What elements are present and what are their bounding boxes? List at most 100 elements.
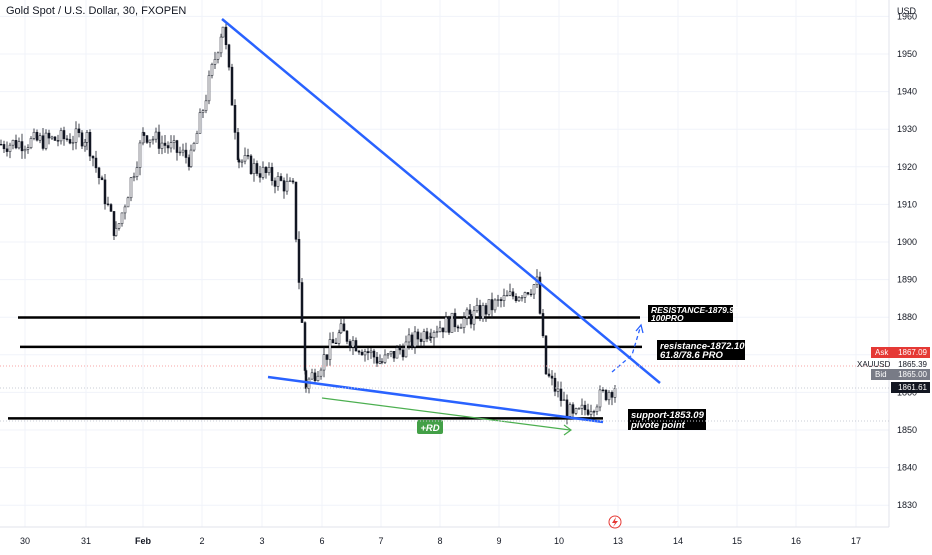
candle-body [481, 305, 485, 319]
candle-body [304, 370, 308, 389]
candle-body [243, 155, 247, 162]
candle-body [413, 331, 417, 347]
candle-body [23, 149, 27, 152]
candle-body [240, 160, 244, 163]
candle-body [5, 148, 9, 152]
candle-body [444, 317, 448, 333]
x-tick-label: 2 [199, 536, 204, 546]
candle-body [429, 336, 433, 339]
candle-body [493, 299, 497, 311]
candle-body [339, 323, 343, 334]
candle-body [505, 294, 509, 297]
x-tick-label: 9 [496, 536, 501, 546]
y-tick-label: 1840 [897, 463, 917, 473]
candle-body [462, 317, 466, 328]
candle-body [538, 276, 542, 314]
candle-body [456, 326, 460, 329]
y-tick-label: 1910 [897, 199, 917, 209]
candle-body [233, 105, 237, 133]
candle-body [523, 292, 527, 298]
candle-body [386, 353, 390, 356]
resistance-1-sublabel: 100PRO [651, 313, 684, 323]
candle-body [375, 356, 379, 364]
candle-body [62, 130, 66, 140]
candle-body [422, 331, 426, 342]
candle-body [47, 132, 51, 139]
symbol-label: XAUUSD [857, 360, 891, 369]
annotation-resistance-2[interactable]: resistance-1872.10 61.8/78.6 PRO [657, 340, 745, 361]
candle-body [216, 52, 220, 60]
candle-body [53, 136, 57, 141]
candle-body [613, 388, 617, 398]
candle-body [328, 339, 332, 360]
candle-body [85, 132, 89, 143]
price-tags[interactable]: Ask 1867.09 XAUUSD 1865.39 Bid 1865.00 1… [0, 347, 930, 422]
candle-body [363, 351, 367, 356]
rd-badge[interactable]: +RD [417, 420, 443, 434]
candle-body [297, 239, 301, 283]
candle-body [148, 139, 152, 143]
candle-body [198, 112, 202, 134]
x-tick-label: 7 [378, 536, 383, 546]
candle-body [432, 332, 436, 339]
y-tick-label: 1890 [897, 275, 917, 285]
candle-body [398, 347, 402, 351]
annotation-resistance-1[interactable]: RESISTANCE-1879.93 100PRO [648, 305, 739, 323]
candle-body [178, 151, 182, 154]
bid-label: Bid [875, 370, 887, 379]
candle-body [210, 63, 214, 76]
ask-value: 1867.09 [898, 348, 927, 357]
candle-body [372, 350, 376, 358]
candle-body [221, 26, 225, 38]
ask-label: Ask [875, 348, 889, 357]
candle-body [598, 389, 602, 408]
flash-icon[interactable] [608, 515, 622, 529]
candle-body [20, 141, 24, 152]
candle-body [294, 181, 298, 240]
candle-body [38, 135, 42, 141]
x-tick-label: 31 [81, 536, 91, 546]
candle-body [589, 411, 593, 415]
price-axis[interactable]: USD [888, 0, 917, 527]
candle-body [577, 408, 581, 410]
candle-body [313, 372, 317, 381]
candle-body [213, 59, 217, 65]
candle-body [351, 340, 355, 348]
candle-body [56, 140, 60, 142]
candle-body [469, 314, 473, 325]
candle-body [288, 180, 292, 182]
candle-body [366, 351, 370, 354]
x-tick-label: 15 [732, 536, 742, 546]
candle-body [65, 138, 69, 140]
candle-body [246, 155, 250, 157]
candle-body [291, 180, 295, 183]
candle-body [14, 139, 18, 149]
candle-body [354, 340, 358, 352]
candle-body [94, 157, 98, 169]
candle-body [610, 392, 614, 398]
candle-body [230, 66, 234, 106]
descending-trendline[interactable] [221, 18, 661, 384]
candle-body [32, 131, 36, 139]
candle-body [195, 133, 199, 144]
lower-wedge-line[interactable] [267, 375, 604, 424]
candle-body [484, 305, 488, 315]
annotation-support[interactable]: support-1853.09 pivote point [628, 409, 706, 431]
candle-body [529, 293, 533, 296]
candle-body [112, 211, 116, 236]
candle-body [279, 176, 283, 181]
candle-body [11, 139, 15, 146]
candle-body [100, 177, 104, 181]
candle-body [595, 406, 599, 412]
candle-body [145, 135, 149, 143]
candle-body [91, 155, 95, 159]
candle-body [502, 295, 506, 301]
candle-body [71, 142, 75, 144]
candle-body [401, 349, 405, 358]
candle-body [514, 295, 518, 301]
last-value: 1865.39 [898, 360, 927, 369]
support-sublabel: pivote point [630, 420, 686, 431]
candle-body [559, 388, 563, 401]
